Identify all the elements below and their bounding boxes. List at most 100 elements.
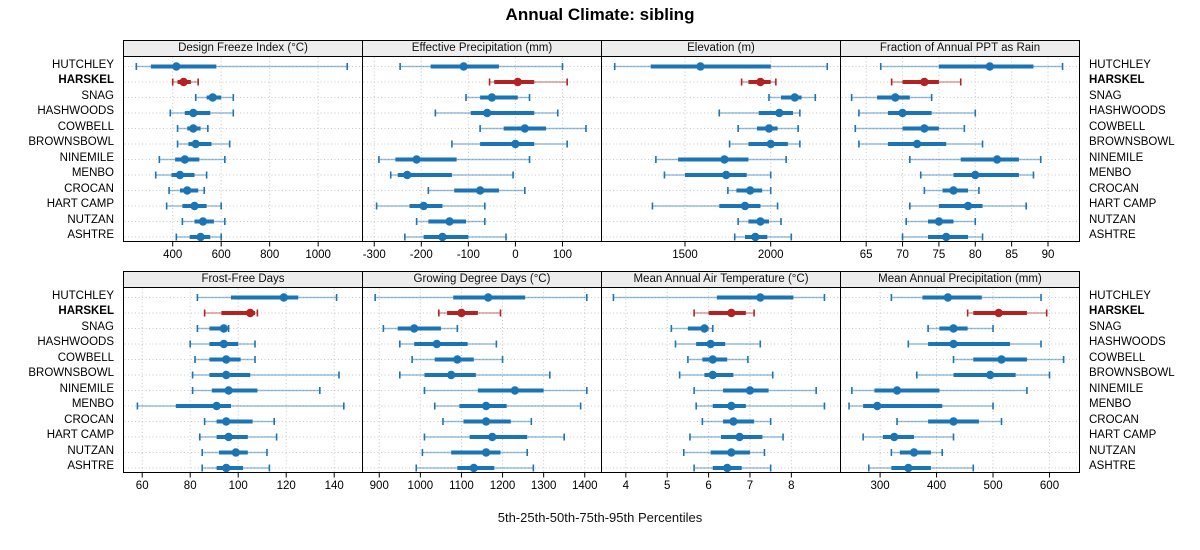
panel-plot-frost-free-days: 60 80 100 120 140 [123, 287, 363, 492]
station-label-cowbell: COWBELL [57, 120, 114, 133]
interval-cowbell [176, 124, 209, 133]
axis-tick-label: 1000 [408, 480, 434, 492]
station-label-hashwoods: HASHWOODS [37, 105, 114, 118]
interval-crocan [701, 417, 772, 426]
interval-cowbell [737, 124, 799, 133]
interval-nutzan [682, 448, 766, 457]
axis-tick-label: 70 [896, 249, 909, 261]
interval-hart-camp [165, 201, 222, 211]
panel-plot-mean-annual-air-temperature-c: 4 5 6 7 8 [601, 287, 841, 492]
interval-cowbell [687, 355, 749, 364]
axis-tick-label: 1000 [305, 249, 331, 261]
interval-harskel [890, 77, 962, 87]
station-label-hart-camp: HART CAMP [46, 429, 114, 442]
interval-ashtre [733, 232, 793, 242]
axis-tick-label: 85 [1005, 249, 1018, 261]
axis-tick-label: 600 [1040, 480, 1059, 492]
station-label-cowbell: COWBELL [1089, 351, 1146, 364]
interval-hart-camp [199, 432, 278, 442]
panel-strip-elevation-m: Elevation (m) [601, 40, 841, 57]
interval-brownsbowl [176, 139, 231, 149]
interval-brownsbowl [916, 370, 1051, 380]
panel-design-freeze-index-c: Design Freeze Index (°C) 400 600 800 1000 [123, 40, 363, 266]
interval-ninemile [191, 386, 321, 395]
axis-tick-label: 140 [325, 480, 344, 492]
interval-crocan [203, 417, 275, 426]
axis-tick-label: 600 [212, 249, 231, 261]
station-label-nutzan: NUTZAN [67, 444, 114, 457]
interval-crocan [896, 417, 1003, 426]
interval-harskel [488, 77, 568, 87]
interval-hutchley [612, 293, 826, 302]
panel-strip-effective-precipitation-mm: Effective Precipitation (mm) [362, 40, 602, 57]
interval-snag [670, 324, 714, 333]
interval-hashwoods [674, 339, 762, 349]
axis-tick-label: -100 [457, 249, 480, 261]
interval-ninemile [851, 386, 1028, 395]
axis-tick-label: 80 [184, 480, 197, 492]
interval-harskel [171, 77, 199, 87]
axis-tick-label: 100 [553, 249, 572, 261]
figure-caption: 5th-25th-50th-75th-95th Percentiles [497, 510, 703, 525]
interval-ninemile [378, 155, 531, 164]
interval-brownsbowl [399, 370, 551, 380]
interval-hashwoods [907, 339, 1042, 349]
panel-plot-growing-degree-days-c: 900 1000 1100 1200 1300 1400 [362, 287, 602, 492]
interval-cowbell [854, 124, 966, 133]
interval-snag [196, 324, 230, 333]
interval-brownsbowl [191, 370, 340, 380]
axis-tick-label: 900 [370, 480, 389, 492]
interval-ashtre [901, 232, 984, 242]
panel-effective-precipitation-mm: Effective Precipitation (mm) -300 -200 -100… [362, 40, 602, 266]
interval-cowbell [411, 355, 504, 364]
interval-hart-camp [862, 432, 955, 442]
interval-hutchley [374, 293, 588, 302]
station-label-brownsbowl: BROWNSBOWL [28, 136, 114, 149]
interval-ashtre [175, 232, 222, 242]
station-label-snag: SNAG [81, 89, 114, 102]
axis-tick-label: 7 [747, 480, 753, 492]
panel-strip-design-freeze-index-c: Design Freeze Index (°C) [123, 40, 363, 57]
interval-brownsbowl [678, 370, 774, 380]
station-label-brownsbowl: BROWNSBOWL [1089, 367, 1175, 380]
interval-hutchley [879, 62, 1064, 71]
station-label-ninemile: NINEMILE [1089, 151, 1144, 164]
interval-hutchley [196, 293, 338, 302]
panel-plot-elevation-m: 1500 2000 [601, 56, 841, 261]
station-labels-left-row2: HUTCHLEY HARSKEL SNAG HASHWOODS COWBELL BROWN… [0, 286, 119, 475]
interval-nutzan [905, 217, 977, 226]
axis-tick-label: 300 [871, 480, 890, 492]
axis-tick-label: 800 [260, 249, 279, 261]
station-label-crocan: CROCAN [64, 413, 114, 426]
interval-menbo [389, 170, 514, 180]
panel-fraction-of-annual-ppt-as-rain: Fraction of Annual PPT as Rain 65 70 75 80 85… [840, 40, 1080, 266]
axis-tick-label: -200 [410, 249, 433, 261]
interval-crocan [427, 186, 526, 195]
station-label-ninemile: NINEMILE [59, 151, 114, 164]
interval-ninemile [909, 155, 1042, 164]
interval-brownsbowl [858, 139, 984, 149]
axis-tick-label: 6 [705, 480, 711, 492]
station-label-hart-camp: HART CAMP [1089, 198, 1157, 211]
interval-ashtre [201, 463, 271, 473]
station-label-brownsbowl: BROWNSBOWL [1089, 136, 1175, 149]
panel-plot-mean-annual-precipitation-mm: 300 400 500 600 [840, 287, 1080, 492]
interval-menbo [848, 401, 994, 411]
station-label-ninemile: NINEMILE [1089, 382, 1144, 395]
axis-tick-label: 1400 [572, 480, 598, 492]
axis-tick-label: 120 [277, 480, 296, 492]
station-label-hutchley: HUTCHLEY [52, 289, 114, 302]
interval-menbo [136, 401, 345, 411]
axis-tick-label: 1100 [449, 480, 474, 492]
station-label-ashtre: ASHTRE [1089, 229, 1136, 242]
interval-menbo [919, 170, 1035, 180]
station-label-hutchley: HUTCHLEY [1089, 289, 1151, 302]
interval-harskel [693, 308, 755, 318]
axis-tick-label: 8 [788, 480, 794, 492]
station-label-hart-camp: HART CAMP [1089, 429, 1157, 442]
interval-snag [850, 93, 933, 102]
interval-hutchley [399, 62, 564, 71]
interval-hart-camp [375, 201, 486, 211]
axis-tick-label: 1300 [531, 480, 557, 492]
station-label-harskel: HARSKEL [58, 305, 114, 318]
